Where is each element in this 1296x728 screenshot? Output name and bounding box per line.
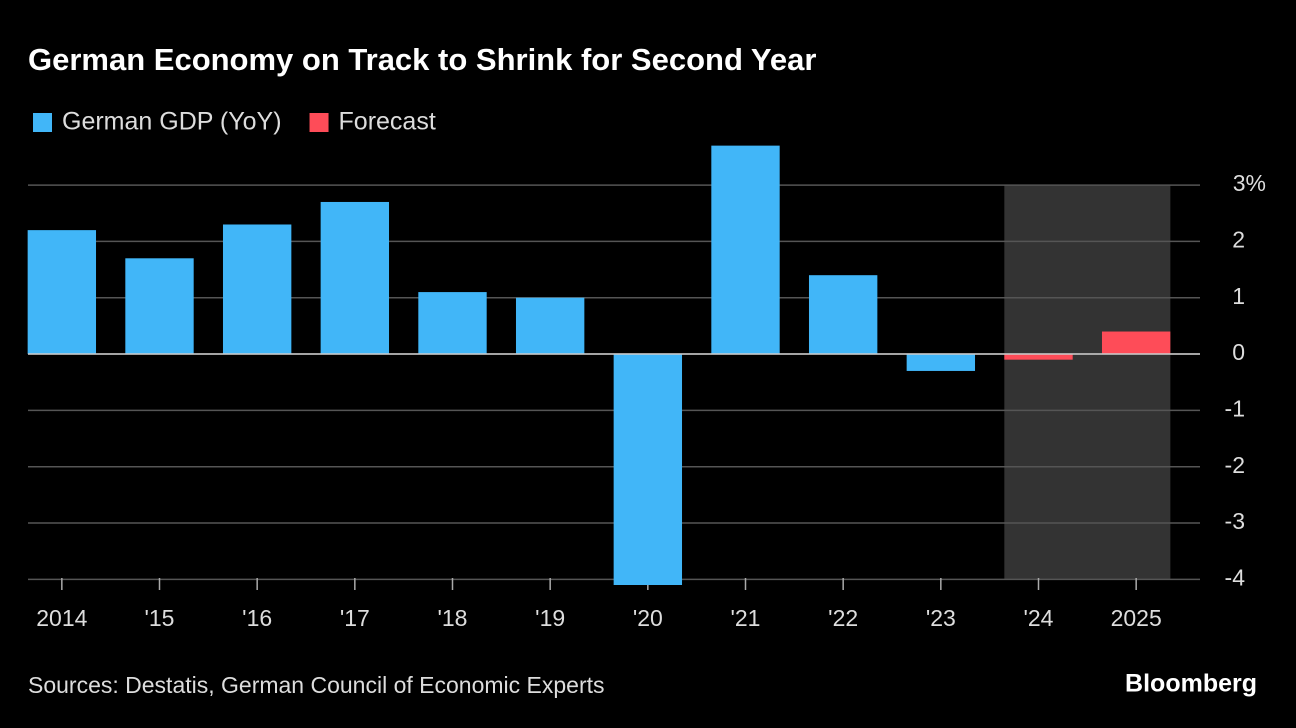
bar	[515, 297, 585, 355]
x-tick-label: '18	[438, 605, 468, 631]
x-tick-label: 2014	[36, 605, 87, 631]
x-tick-label: '22	[828, 605, 858, 631]
x-tick-label: 2025	[1111, 605, 1162, 631]
bar	[613, 354, 683, 585]
bar	[27, 230, 97, 355]
x-tick-label: '19	[535, 605, 565, 631]
bar	[125, 258, 194, 355]
y-tick-label: 0	[1232, 339, 1245, 365]
x-tick-label: '21	[731, 605, 761, 631]
y-tick-label: 3%	[1233, 170, 1266, 196]
x-tick-label: '20	[633, 605, 663, 631]
y-tick-label: -4	[1225, 564, 1246, 590]
legend-label: Forecast	[339, 108, 436, 136]
y-tick-label: -3	[1225, 508, 1245, 534]
legend-swatch	[33, 113, 52, 132]
bar	[808, 275, 878, 355]
bar	[418, 292, 487, 355]
bar	[1101, 331, 1171, 355]
source: Sources: Destatis, German Council of Eco…	[28, 672, 605, 698]
x-tick-label: '24	[1024, 605, 1054, 631]
bar	[711, 145, 780, 355]
forecast-shade	[1004, 185, 1171, 580]
chart-title: German Economy on Track to Shrink for Se…	[28, 42, 816, 77]
brand: Bloomberg	[1125, 670, 1257, 698]
legend-label: German GDP (YoY)	[62, 108, 282, 136]
x-tick-label: '23	[926, 605, 956, 631]
bar	[320, 201, 390, 355]
bar	[906, 354, 976, 371]
y-tick-label: 2	[1232, 226, 1245, 252]
legend-swatch	[309, 113, 329, 132]
x-tick-label: '16	[242, 605, 272, 631]
x-tick-label: '17	[340, 605, 370, 631]
y-tick-label: -1	[1225, 395, 1245, 421]
y-tick-label: 1	[1232, 283, 1245, 309]
bar	[222, 224, 292, 355]
y-tick-label: -2	[1225, 452, 1245, 478]
x-tick-label: '15	[145, 605, 175, 631]
bar	[1004, 354, 1073, 360]
